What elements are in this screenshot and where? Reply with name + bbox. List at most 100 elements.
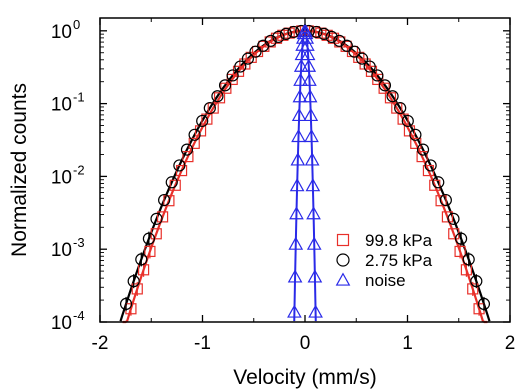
data-point [188, 137, 200, 149]
data-point [218, 79, 232, 92]
data-point [384, 92, 397, 104]
fit-curves [119, 29, 491, 324]
data-point [127, 275, 140, 288]
data-point [135, 253, 148, 266]
data-point [447, 212, 460, 225]
data-point [303, 107, 319, 122]
data-point [477, 297, 491, 311]
data-point [317, 27, 331, 41]
data-point [394, 101, 407, 115]
data-point [241, 52, 254, 65]
data-point [279, 27, 293, 41]
data-point [264, 34, 277, 47]
data-point [142, 232, 156, 245]
data-point [165, 176, 178, 189]
data-point [325, 30, 338, 43]
data-point [234, 60, 247, 73]
data-point [289, 206, 304, 220]
data-point [327, 32, 340, 44]
data-point [298, 25, 314, 40]
data-point [182, 151, 194, 163]
plot-frame [99, 17, 511, 323]
y-tick-exponent: -1 [73, 90, 85, 105]
data-point [435, 195, 447, 207]
y-tick-exponent: 0 [73, 17, 80, 32]
data-point [158, 193, 171, 207]
data-point [287, 304, 302, 318]
legend-label: 2.75 kPa [365, 251, 433, 270]
data-point [306, 206, 321, 220]
data-point [293, 72, 308, 86]
data-point [287, 25, 300, 39]
data-point [300, 46, 316, 61]
legend-marker [336, 253, 350, 267]
data-point [429, 179, 441, 191]
data-point [304, 128, 319, 143]
data-point [290, 152, 306, 166]
legend-label: 99.8 kPa [365, 231, 433, 250]
fit-curve [122, 29, 488, 324]
x-tick-label: -2 [92, 333, 109, 354]
data-point [305, 178, 321, 192]
data-point [188, 128, 201, 141]
data-point [416, 151, 428, 163]
x-axis-title: Velocity (mm/s) [233, 366, 377, 389]
data-point [432, 176, 445, 189]
data-point [439, 193, 452, 207]
data-point [287, 269, 303, 283]
data-point [416, 143, 430, 156]
data-point [291, 128, 306, 143]
data-point [293, 58, 309, 72]
data-point [169, 179, 181, 191]
y-tick-label: 10 [51, 22, 72, 43]
data-point [299, 30, 315, 44]
data-point [196, 114, 209, 128]
y-tick-label: 10 [51, 95, 72, 116]
data-point [288, 236, 304, 250]
legend-marker [336, 233, 350, 247]
legend-marker [335, 272, 351, 286]
x-tick-label: 2 [505, 333, 516, 354]
fit-curve [293, 29, 317, 322]
data-point [119, 297, 133, 311]
data-point [302, 72, 317, 86]
y-tick-exponent: -2 [73, 162, 85, 177]
data-point [308, 304, 323, 318]
data-point [467, 283, 479, 295]
data-point [173, 159, 186, 172]
y-tick-label: 10 [51, 313, 72, 334]
data-point [401, 114, 414, 128]
data-point [301, 58, 317, 72]
data-point [386, 90, 399, 103]
data-point [348, 45, 361, 58]
x-tick-label: 1 [402, 333, 413, 354]
data-point [270, 32, 283, 44]
data-point [409, 128, 422, 141]
y-axis-title: Normalized counts [8, 83, 31, 257]
data-point [156, 211, 169, 223]
data-point [356, 52, 369, 65]
data-point [272, 30, 285, 43]
x-tick-label: 0 [300, 333, 311, 354]
data-point [410, 137, 422, 149]
x-tick-label: -1 [194, 333, 211, 354]
data-point [454, 245, 466, 258]
data-point [226, 69, 239, 82]
data-point [310, 25, 323, 39]
data-point [441, 211, 454, 223]
data-point [180, 143, 194, 156]
data-point [289, 178, 305, 192]
data-points [119, 23, 491, 318]
data-point [470, 275, 483, 288]
y-tick-exponent: -4 [73, 308, 85, 323]
y-tick-label: 10 [51, 167, 72, 188]
data-point [213, 92, 226, 104]
axis-ticks [99, 18, 511, 323]
data-point [424, 159, 437, 172]
data-point [291, 107, 307, 122]
data-point [211, 90, 224, 103]
data-point [203, 101, 216, 115]
